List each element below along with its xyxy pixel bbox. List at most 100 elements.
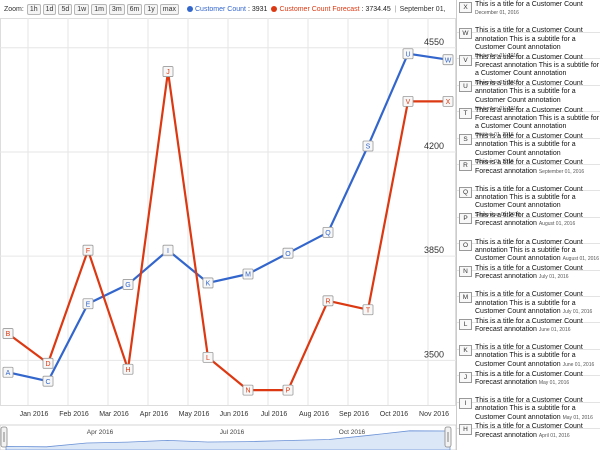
navigator-area: [5, 430, 451, 450]
annotation-marker-letter: L: [206, 355, 210, 362]
zoom-button-1m[interactable]: 1m: [91, 3, 107, 15]
annotation-marker-i[interactable]: I: [162, 244, 174, 256]
zoom-button-5d[interactable]: 5d: [58, 3, 73, 15]
annotation-marker-h[interactable]: H: [122, 363, 134, 375]
zoom-button-max[interactable]: max: [159, 3, 180, 15]
annotation-text: This is a title for a Customer Count ann…: [475, 290, 600, 322]
zoom-button-3m[interactable]: 3m: [108, 3, 125, 15]
zoom-button-1y[interactable]: 1y: [144, 3, 158, 15]
annotation-key[interactable]: T: [459, 107, 472, 119]
annotation-subtitle: Forecast annotation: [475, 273, 539, 281]
annotation-marker-u[interactable]: U: [402, 48, 414, 60]
annotation-marker-p[interactable]: P: [282, 384, 294, 396]
annotation-entry-i[interactable]: I This is a title for a Customer Count an…: [457, 396, 600, 429]
annotation-marker-box: [442, 54, 454, 66]
annotation-marker-b[interactable]: B: [2, 328, 14, 339]
annotation-marker-g[interactable]: G: [122, 279, 134, 290]
legend-series-value: 3734.45: [365, 5, 391, 13]
annotation-key[interactable]: W: [459, 28, 472, 40]
legend-colon: :: [361, 5, 366, 13]
annotation-marker-v[interactable]: V: [402, 95, 414, 107]
annotation-subtitle: annotation This is a subtitle for a Cust…: [475, 88, 576, 104]
annotation-marker-box: [362, 140, 374, 152]
annotation-text: This is a title for a Customer Count ann…: [475, 185, 600, 217]
annotation-entry-l[interactable]: L This is a title for a Customer Count Fo…: [457, 317, 600, 350]
annotation-key[interactable]: M: [459, 292, 472, 304]
annotation-key[interactable]: U: [459, 81, 472, 93]
annotation-key[interactable]: S: [459, 134, 472, 145]
annotation-marker-box: [202, 277, 214, 289]
annotation-key[interactable]: N: [459, 266, 472, 277]
annotation-marker-t[interactable]: T: [362, 304, 374, 316]
annotation-marker-j[interactable]: J: [162, 66, 174, 77]
annotation-date: October 01, 2016: [475, 132, 514, 138]
annotation-entry-u[interactable]: U This is a title for a Customer Count an…: [457, 79, 600, 113]
zoom-controls: Zoom: 1h 1d 5d 1w 1m 3m 6m 1y max: [4, 3, 180, 15]
annotation-marker-r[interactable]: R: [322, 295, 334, 307]
legend-item-customer-count-forecast[interactable]: Customer Count Forecast : 3734.45: [271, 5, 391, 13]
annotation-subtitle: Forecast annotation: [475, 326, 539, 334]
annotation-key[interactable]: X: [459, 2, 472, 13]
annotation-marker-a[interactable]: A: [2, 366, 14, 378]
annotation-entry-p[interactable]: P This is a title for a Customer Count Fo…: [457, 211, 600, 245]
annotation-date: November 01, 2016: [475, 79, 519, 85]
annotation-marker-k[interactable]: K: [202, 277, 214, 289]
annotation-key[interactable]: L: [459, 318, 472, 330]
annotation-entry-m[interactable]: M This is a title for a Customer Count an…: [457, 290, 600, 324]
annotation-marker-m[interactable]: M: [242, 268, 254, 280]
annotation-entry-o[interactable]: O This is a title for a Customer Count an…: [457, 238, 600, 271]
annotation-key[interactable]: R: [459, 160, 472, 172]
annotation-subtitle: Forecast annotation: [475, 378, 539, 386]
annotation-marker-letter: X: [446, 99, 451, 106]
x-tick-label: Jul 2016: [261, 411, 288, 418]
annotation-entry-s[interactable]: S This is a title for a Customer Count an…: [457, 132, 600, 165]
annotation-marker-n[interactable]: N: [242, 384, 254, 396]
annotation-entry-x[interactable]: X This is a title for a Customer Count De…: [457, 0, 600, 33]
annotation-date: November 01, 2016: [475, 106, 519, 112]
y-tick-label: 4550: [424, 37, 444, 47]
annotation-entry-n[interactable]: N This is a title for a Customer Count Fo…: [457, 264, 600, 297]
annotation-entry-j[interactable]: J This is a title for a Customer Count Fo…: [457, 370, 600, 403]
legend-dot-icon: [271, 6, 278, 12]
annotation-marker-d[interactable]: D: [42, 357, 54, 369]
navigator-right-handle[interactable]: [444, 426, 452, 448]
annotation-marker-c[interactable]: C: [42, 375, 54, 387]
annotation-marker-l[interactable]: L: [202, 351, 214, 363]
annotation-key[interactable]: Q: [459, 186, 472, 198]
x-tick-label: Sep 2016: [339, 411, 369, 418]
annotation-key[interactable]: P: [459, 213, 472, 225]
annotation-marker-w[interactable]: W: [442, 54, 454, 66]
zoom-button-6m[interactable]: 6m: [126, 3, 143, 15]
annotation-marker-letter: S: [366, 144, 371, 151]
annotation-marker-q[interactable]: Q: [322, 226, 334, 238]
annotation-key[interactable]: H: [459, 424, 472, 436]
annotation-marker-e[interactable]: E: [82, 298, 94, 310]
annotation-key[interactable]: J: [459, 371, 472, 383]
annotation-marker-x[interactable]: X: [442, 95, 454, 107]
annotation-marker-f[interactable]: F: [82, 244, 94, 256]
annotation-marker-letter: I: [167, 248, 169, 255]
annotation-key[interactable]: K: [459, 345, 472, 357]
annotation-marker-o[interactable]: O: [282, 247, 294, 259]
navigator-left-handle[interactable]: [0, 426, 8, 448]
annotation-key[interactable]: O: [459, 239, 472, 251]
annotation-text: This is a title for a Customer Count For…: [475, 370, 600, 402]
annotation-panel[interactable]: X This is a title for a Customer Count De…: [456, 0, 600, 450]
annotation-entry-k[interactable]: K This is a title for a Customer Count an…: [457, 343, 600, 377]
annotation-entry-h[interactable]: H This is a title for a Customer Count Fo…: [457, 422, 600, 450]
annotation-key[interactable]: V: [459, 54, 472, 66]
annotation-key[interactable]: I: [459, 398, 472, 409]
zoom-button-1d[interactable]: 1d: [42, 3, 57, 15]
annotation-entry-q[interactable]: Q This is a title for a Customer Count an…: [457, 185, 600, 218]
annotation-entry-w[interactable]: W This is a title for a Customer Count an…: [457, 26, 600, 60]
annotation-marker-s[interactable]: S: [362, 140, 374, 152]
range-navigator: Apr 2016 Jul 2016 Oct 2016: [0, 424, 456, 450]
annotation-entry-t[interactable]: T This is a title for a Customer Count Fo…: [457, 106, 600, 139]
legend-item-customer-count[interactable]: Customer Count : 3931: [187, 6, 267, 13]
zoom-button-1h[interactable]: 1h: [26, 3, 41, 15]
annotation-title: This is a title for a Customer Count: [475, 159, 583, 167]
zoom-button-1w[interactable]: 1w: [74, 3, 90, 15]
annotation-entry-r[interactable]: R This is a title for a Customer Count Fo…: [457, 158, 600, 192]
annotation-entry-v[interactable]: V This is a title for a Customer Count Fo…: [457, 53, 600, 86]
legend-series-name: Customer Count: [195, 5, 246, 13]
